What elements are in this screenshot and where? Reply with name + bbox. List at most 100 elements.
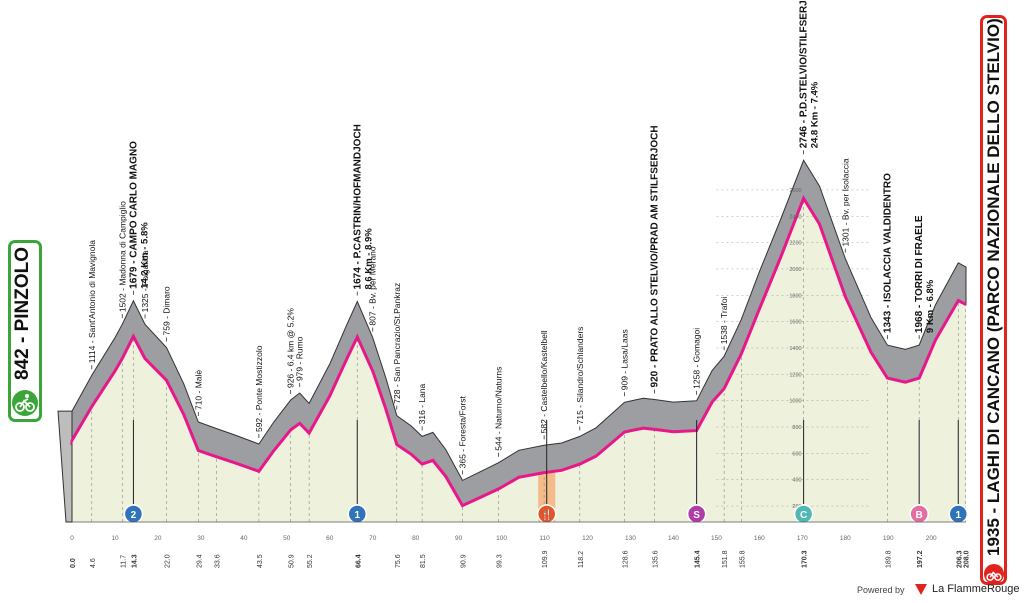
feed-zone-icon [536,504,557,524]
km-tick: 40 [240,535,248,542]
km-label: 145.4 [695,550,702,568]
final-climb-icon-letter: 1 [955,510,961,521]
km-tick: 110 [539,535,550,542]
waypoint-label: 926 - 6.4 km @ 5.2% [286,308,296,388]
km-tick: 0 [70,535,74,542]
km-tick: 10 [111,535,119,542]
brand-name: La FlammeRouge [932,583,1020,595]
finish-banner [980,15,1007,585]
waypoint-label: 1258 - Gomagoi [692,328,702,389]
km-tick: 30 [197,535,205,542]
waypoint-label: 592 - Ponte Mostizzolo [254,345,264,432]
km-value: 170.3 [802,550,809,568]
waypoint-label: 710 - Malè [193,370,203,410]
km-label: 14.3 [131,554,138,568]
elevation-tick-label: 1400 [789,346,801,352]
waypoint-name: 979 - Rumo [295,336,305,381]
waypoint-climb-stats: 24.8 Km - 7.4% [810,81,821,148]
elevation-tick-label: 1800 [789,293,801,299]
km-tick: 50 [283,535,291,542]
km-label: 29.4 [196,554,203,568]
km-value: 90.9 [461,554,468,568]
waypoint-name: 582 - Castelbello/Kastelbell [539,330,549,433]
terrain-fill [72,198,966,523]
waypoint-label: 1343 - ISOLACCIA VALDIDENTRO [882,173,893,333]
elevation-tick-label: 2600 [789,188,801,194]
km-value: 206.3 [956,550,963,568]
sprint-icon [686,504,707,524]
km-label: 197.2 [917,550,924,568]
km-label: 155.8 [739,550,746,568]
category-2-climb-icon [123,504,144,524]
km-tick: 100 [496,535,507,542]
km-label: 151.8 [722,550,729,568]
waypoint-label: 1502 - Madonna di Campiglio [117,201,127,312]
km-label: 135.6 [653,550,660,568]
km-value: 118.2 [578,551,585,568]
waypoint-name: 544 - Naturno/Naturns [494,367,504,451]
waypoint-label: 920 - PRATO ALLO STELVIO/PRAD AM STILFSE… [650,125,661,387]
waypoint-label: 1679 - CAMPO CARLO MAGNO 14.2 Km - 5.8% [128,141,150,289]
waypoint-name: 759 - Dimaro [162,286,172,335]
km-label: 170.3 [802,550,809,568]
km-tick: 80 [412,535,420,542]
flamme-rouge-logo [915,584,927,595]
waypoint-name: 710 - Malè [193,370,203,410]
km-value: 11.7 [120,555,127,568]
km-value: 151.8 [722,550,729,568]
km-value: 208.0 [964,550,971,568]
km-value: 81.5 [420,554,427,568]
powered-by-text: Powered by [857,585,905,595]
cima-coppi-icon-letter: C [800,510,807,521]
km-tick: 120 [582,535,593,542]
waypoint-label: 1538 - Trafoi [719,296,729,344]
start-label: 842 - PINZOLO [12,246,33,380]
waypoint-name: 807 - Bv. per Merano [368,246,378,325]
category-1-climb-icon-letter: 1 [354,510,360,521]
waypoint-label: 728 - San Pancrazio/St.Pankraz [392,283,402,404]
elevation-tick-label: 800 [792,425,801,431]
elevation-tick-label: 2000 [789,267,801,273]
km-tick: 190 [883,535,894,542]
km-label: 208.0 [964,550,971,568]
km-label: 43.5 [257,554,264,568]
km-tick: 200 [926,535,937,542]
km-labels: 0.0 4.6 11.7 14.3 22.0 29.4 33.6 43.5 50.9 55.2 66… [70,521,971,568]
km-value: 66.4 [355,554,362,568]
km-value: 4.6 [90,558,97,568]
km-tick: 60 [326,535,334,542]
km-label: 109.9 [542,550,549,568]
km-value: 128.6 [622,550,629,568]
km-tick: 90 [455,535,463,542]
elevation-tick-label: 400 [792,478,801,484]
km-label: 4.6 [90,558,97,568]
waypoint-label: 715 - Silandro/Schlanders [575,327,585,425]
waypoint-label: 1114 - Sant'Antonio di Mavignola [87,240,97,363]
km-value: 197.2 [917,550,924,568]
km-label: 33.6 [214,554,221,568]
km-tick: 170 [797,535,808,542]
elevation-tick-label: 1600 [789,320,801,326]
waypoint-name: 1258 - Gomagoi [692,328,702,389]
km-tick: 70 [369,535,377,542]
km-value: 50.9 [289,554,296,568]
waypoint-label: 1968 - TORRI DI FRAELE 9 Km - 6.8% [914,215,936,333]
waypoint-label: 759 - Dimaro [162,286,172,335]
waypoint-label: 807 - Bv. per Merano [368,246,378,325]
elevation-tick-label: 1200 [789,372,801,378]
waypoint-name: 1674 - P.CASTRIN/HOFMANDJOCH [352,124,363,289]
km-value: 55.2 [307,554,314,568]
sprint-icon-letter: S [693,510,700,521]
km-label: 55.2 [307,554,314,568]
waypoint-label: 1325 - Folgarida [140,250,150,312]
waypoint-labels: 1114 - Sant'Antonio di Mavignola 1502 - M… [87,0,936,475]
waypoint-label: 1301 - Bv. per Isolaccia [840,158,850,246]
waypoint-label: 979 - Rumo [295,336,305,381]
km-value: 135.6 [653,550,660,568]
km-label: 81.5 [420,554,427,568]
waypoint-name: 1679 - CAMPO CARLO MAGNO [128,141,139,289]
waypoint-name: 728 - San Pancrazio/St.Pankraz [392,283,402,404]
km-tick: 150 [711,535,722,542]
finish-label: 1935 - LAGHI DI CANCANO (PARCO NAZIONALE… [984,18,1003,556]
